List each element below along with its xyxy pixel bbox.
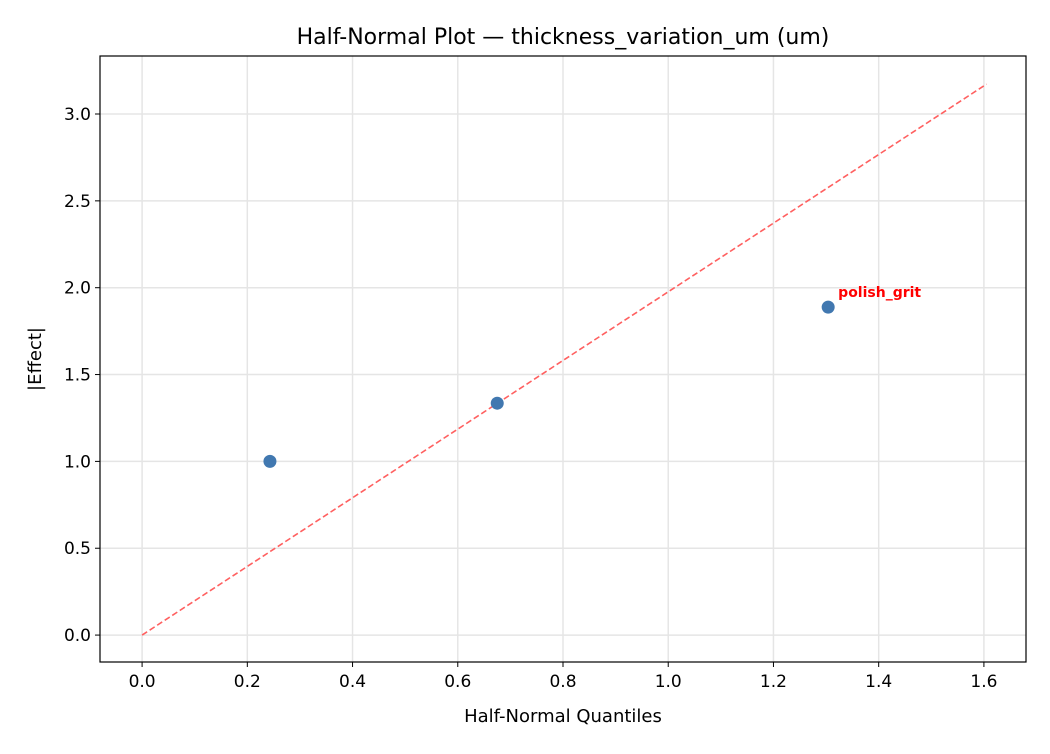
ticks: 0.0 0.2 0.4 0.6 0.8 1.0 1.2 1.4 1.6 0.0 0.5 1.0 1.5 2… (64, 105, 997, 692)
x-tick-label: 0.6 (444, 672, 471, 692)
x-tick-label: 1.4 (865, 672, 892, 692)
data-point (821, 300, 835, 314)
x-tick-label: 1.2 (760, 672, 787, 692)
point-annotation: polish_grit (838, 285, 921, 301)
x-tick-label: 1.0 (655, 672, 682, 692)
x-tick-label: 0.2 (234, 672, 261, 692)
marks: polish_grit (141, 83, 987, 636)
y-tick-label: 0.5 (64, 539, 91, 559)
chart-title: Half-Normal Plot — thickness_variation_u… (297, 25, 830, 50)
y-axis-label: |Effect| (25, 327, 46, 391)
x-tick-label: 0.0 (129, 672, 156, 692)
y-tick-label: 0.0 (64, 626, 91, 646)
x-tick-label: 1.6 (970, 672, 997, 692)
reference-line (141, 83, 987, 636)
x-axis-label: Half-Normal Quantiles (464, 706, 662, 727)
y-tick-label: 2.5 (64, 192, 91, 212)
y-tick-label: 1.5 (64, 366, 91, 386)
data-point (263, 454, 277, 468)
x-tick-label: 0.8 (549, 672, 576, 692)
y-tick-label: 1.0 (64, 452, 91, 472)
grid (100, 56, 1026, 662)
y-tick-label: 3.0 (64, 105, 91, 125)
data-point (490, 396, 504, 410)
x-tick-label: 0.4 (339, 672, 366, 692)
y-tick-label: 2.0 (64, 279, 91, 299)
